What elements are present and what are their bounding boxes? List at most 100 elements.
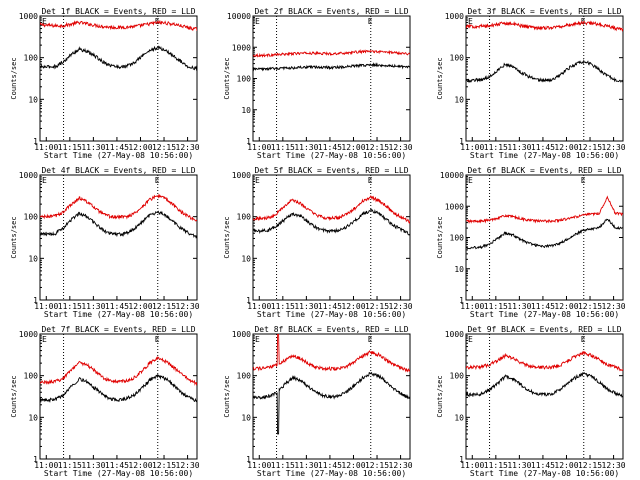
y-axis-label: Counts/sec — [436, 57, 444, 99]
x-tick-label: 12:30 — [602, 302, 626, 311]
x-tick-label: 12:30 — [176, 461, 200, 470]
y-axis-label: Counts/sec — [10, 375, 18, 417]
x-tick-label: 11:00 — [460, 143, 484, 152]
x-tick-label: 12:00 — [554, 302, 578, 311]
x-tick-label: 11:45 — [531, 461, 555, 470]
events-series-line — [466, 218, 623, 250]
y-tick-label: 10 — [454, 413, 464, 422]
marker-letter: E — [42, 335, 47, 344]
x-tick-label: 11:00 — [247, 302, 271, 311]
x-tick-label: 12:00 — [341, 461, 365, 470]
y-axis-label: Counts/sec — [10, 216, 18, 258]
y-tick-label: 1000 — [445, 12, 464, 21]
x-tick-label: 12:30 — [389, 461, 413, 470]
y-tick-label: 1 — [33, 455, 38, 464]
plot-frame — [39, 333, 198, 460]
y-tick-label: 10 — [241, 254, 251, 263]
plot-frame — [252, 333, 411, 460]
x-tick-label: 11:15 — [484, 143, 508, 152]
lld-series-line — [40, 356, 197, 387]
y-tick-label: 1000 — [232, 171, 251, 180]
marker-letter: E — [581, 176, 586, 185]
x-tick-label: 12:15 — [365, 143, 389, 152]
marker-letter: E — [155, 176, 160, 185]
x-tick-label: 11:30 — [294, 461, 318, 470]
marker-letter: E — [581, 17, 586, 26]
x-tick-label: 11:45 — [318, 143, 342, 152]
y-tick-label: 1 — [246, 137, 251, 146]
x-tick-label: 12:15 — [365, 302, 389, 311]
y-tick-label: 1000 — [19, 12, 38, 21]
x-tick-label: 11:15 — [58, 143, 82, 152]
x-tick-label: 12:30 — [389, 143, 413, 152]
x-axis-label: Start Time (27-May-08 10:56:00) — [257, 310, 406, 319]
events-series-line — [253, 62, 410, 72]
x-tick-label: 12:00 — [554, 461, 578, 470]
y-axis-label: Counts/sec — [223, 57, 231, 99]
x-tick-label: 12:00 — [554, 143, 578, 152]
x-tick-label: 11:00 — [34, 302, 58, 311]
x-tick-label: 11:30 — [507, 302, 531, 311]
y-tick-label: 100 — [237, 372, 252, 381]
y-axis-label: Counts/sec — [223, 216, 231, 258]
y-axis-label: Counts/sec — [223, 375, 231, 417]
x-tick-label: 11:30 — [507, 461, 531, 470]
y-tick-label: 1 — [246, 455, 251, 464]
lld-series-line — [466, 20, 623, 32]
marker-letter: E — [368, 176, 373, 185]
x-tick-label: 11:00 — [34, 143, 58, 152]
x-tick-label: 11:00 — [247, 143, 271, 152]
x-tick-label: 11:30 — [81, 302, 105, 311]
y-tick-label: 100 — [24, 213, 39, 222]
marker-letter: E — [42, 17, 47, 26]
events-series-line — [466, 371, 623, 398]
panel-title: Det 7f BLACK = Events, RED = LLD — [41, 325, 195, 334]
y-tick-label: 10 — [28, 413, 38, 422]
y-tick-label: 1000 — [232, 43, 251, 52]
lld-series-line — [466, 350, 623, 372]
x-tick-label: 11:45 — [531, 302, 555, 311]
marker-letter: E — [368, 335, 373, 344]
x-tick-label: 11:45 — [105, 302, 129, 311]
x-tick-label: 12:00 — [128, 143, 152, 152]
y-tick-label: 10 — [454, 95, 464, 104]
x-tick-label: 12:00 — [128, 302, 152, 311]
y-tick-label: 10000 — [440, 171, 464, 180]
x-tick-label: 12:15 — [578, 302, 602, 311]
x-tick-label: 11:30 — [81, 143, 105, 152]
x-tick-label: 12:15 — [365, 461, 389, 470]
marker-letter: E — [255, 17, 260, 26]
y-tick-label: 100 — [237, 75, 252, 84]
x-tick-label: 11:00 — [460, 302, 484, 311]
y-tick-label: 1 — [459, 455, 464, 464]
events-series-line — [466, 59, 623, 84]
x-tick-label: 12:15 — [152, 461, 176, 470]
y-tick-label: 1 — [33, 296, 38, 305]
lld-series-line — [40, 19, 197, 32]
y-tick-label: 10 — [241, 413, 251, 422]
panel-title: Det 6f BLACK = Events, RED = LLD — [467, 166, 621, 175]
events-series-line — [253, 208, 410, 236]
marker-letter: E — [255, 176, 260, 185]
panel-title: Det 2f BLACK = Events, RED = LLD — [254, 7, 408, 16]
events-series-line — [40, 210, 197, 239]
panel-title: Det 5f BLACK = Events, RED = LLD — [254, 166, 408, 175]
events-series-line — [40, 45, 197, 72]
y-axis-label: Counts/sec — [436, 375, 444, 417]
y-tick-label: 1 — [246, 296, 251, 305]
y-tick-label: 1000 — [19, 171, 38, 180]
y-tick-label: 1000 — [19, 330, 38, 339]
x-tick-label: 12:30 — [176, 143, 200, 152]
x-tick-label: 11:15 — [484, 461, 508, 470]
x-tick-label: 11:30 — [294, 302, 318, 311]
marker-letter: E — [468, 176, 473, 185]
x-tick-label: 11:15 — [271, 302, 295, 311]
x-tick-label: 11:00 — [247, 461, 271, 470]
x-tick-label: 12:30 — [176, 302, 200, 311]
x-tick-label: 11:15 — [58, 302, 82, 311]
x-tick-label: 11:15 — [271, 461, 295, 470]
